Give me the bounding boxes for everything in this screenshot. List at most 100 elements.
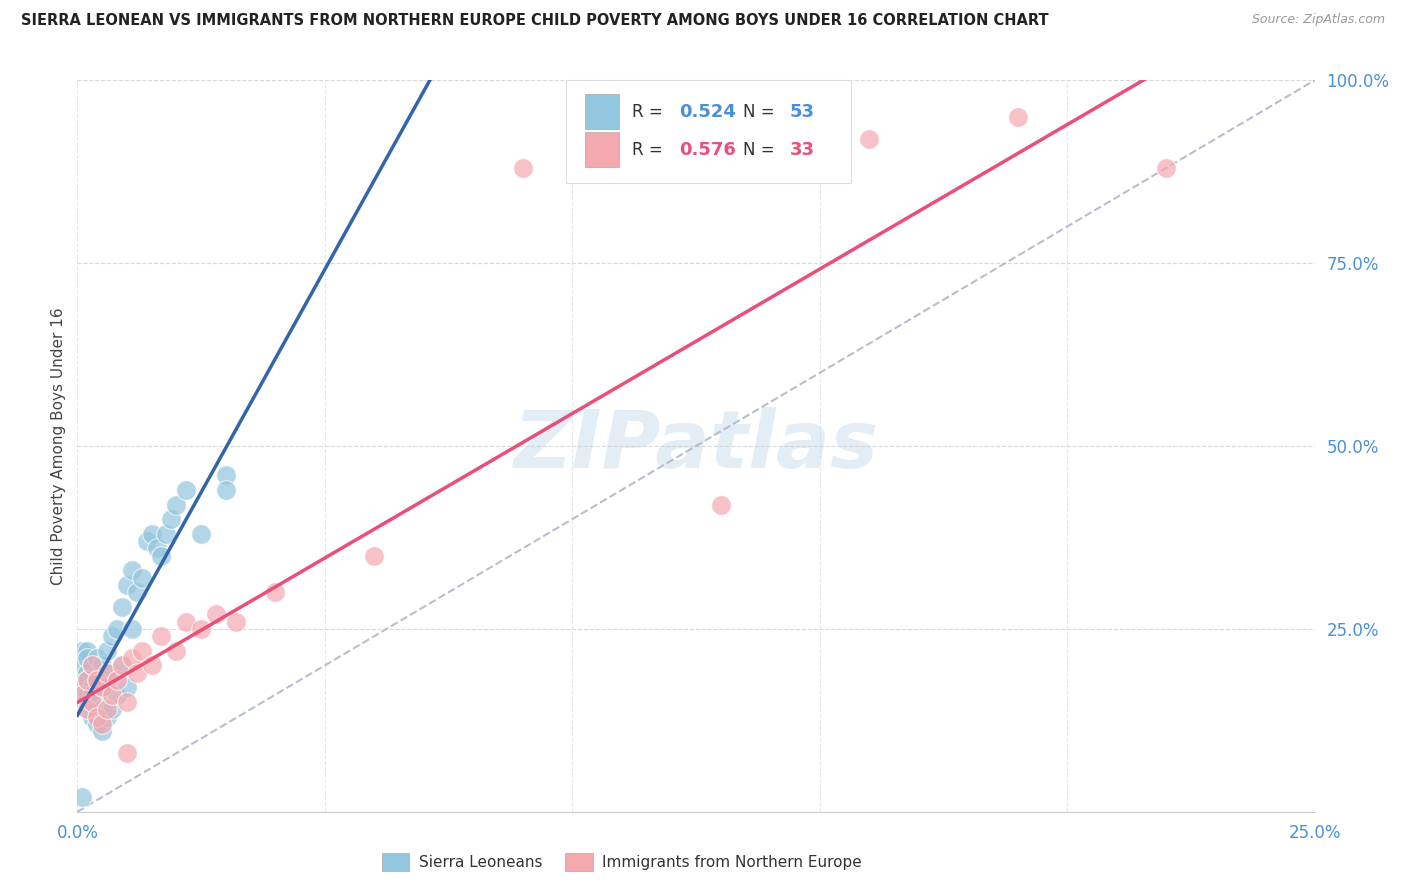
- Point: [215, 483, 238, 497]
- Point: [131, 571, 153, 585]
- Point: [82, 709, 104, 723]
- Point: [111, 599, 134, 614]
- Point: [125, 665, 148, 680]
- Y-axis label: Child Poverty Among Boys Under 16: Child Poverty Among Boys Under 16: [51, 307, 66, 585]
- Point: [76, 702, 98, 716]
- Text: 0.524: 0.524: [679, 103, 735, 120]
- Point: [72, 673, 94, 687]
- Point: [215, 468, 238, 483]
- Text: R =: R =: [631, 141, 668, 159]
- Point: [512, 161, 534, 175]
- Point: [96, 709, 118, 723]
- Point: [82, 658, 104, 673]
- Point: [160, 512, 183, 526]
- Point: [72, 695, 94, 709]
- Point: [115, 578, 138, 592]
- Point: [190, 622, 212, 636]
- Point: [150, 549, 173, 563]
- Point: [72, 681, 94, 695]
- Point: [858, 132, 880, 146]
- Point: [76, 673, 98, 687]
- Point: [101, 688, 124, 702]
- Point: [115, 695, 138, 709]
- Point: [91, 702, 114, 716]
- Point: [101, 629, 124, 643]
- Point: [76, 651, 98, 665]
- Point: [96, 665, 118, 680]
- Point: [96, 702, 118, 716]
- Text: 33: 33: [790, 141, 815, 159]
- FancyBboxPatch shape: [585, 95, 619, 129]
- Point: [91, 658, 114, 673]
- Point: [105, 673, 128, 687]
- Point: [710, 498, 733, 512]
- Point: [72, 644, 94, 658]
- Point: [72, 688, 94, 702]
- Point: [86, 702, 108, 716]
- Text: SIERRA LEONEAN VS IMMIGRANTS FROM NORTHERN EUROPE CHILD POVERTY AMONG BOYS UNDER: SIERRA LEONEAN VS IMMIGRANTS FROM NORTHE…: [21, 13, 1049, 29]
- Point: [105, 622, 128, 636]
- Point: [111, 658, 134, 673]
- Point: [86, 717, 108, 731]
- Point: [150, 629, 173, 643]
- Point: [76, 644, 98, 658]
- Point: [205, 607, 228, 622]
- Point: [86, 651, 108, 665]
- Point: [121, 622, 143, 636]
- Point: [86, 673, 108, 687]
- Point: [76, 702, 98, 716]
- Point: [91, 681, 114, 695]
- Point: [125, 585, 148, 599]
- Point: [101, 665, 124, 680]
- Point: [225, 615, 247, 629]
- FancyBboxPatch shape: [585, 132, 619, 168]
- Point: [1007, 110, 1029, 124]
- Point: [141, 658, 163, 673]
- Point: [82, 695, 104, 709]
- Point: [135, 534, 157, 549]
- Point: [72, 790, 94, 805]
- Point: [115, 681, 138, 695]
- Point: [86, 688, 108, 702]
- Point: [91, 724, 114, 739]
- Point: [190, 526, 212, 541]
- Point: [82, 695, 104, 709]
- Point: [174, 615, 197, 629]
- Point: [72, 658, 94, 673]
- Text: R =: R =: [631, 103, 668, 120]
- Point: [76, 673, 98, 687]
- Point: [121, 563, 143, 577]
- Point: [105, 688, 128, 702]
- Point: [86, 673, 108, 687]
- Point: [115, 746, 138, 760]
- Point: [264, 585, 287, 599]
- Text: N =: N =: [742, 103, 780, 120]
- Legend: Sierra Leoneans, Immigrants from Northern Europe: Sierra Leoneans, Immigrants from Norther…: [375, 847, 868, 877]
- Point: [96, 673, 118, 687]
- Point: [96, 644, 118, 658]
- Point: [174, 483, 197, 497]
- Point: [165, 644, 187, 658]
- Text: Source: ZipAtlas.com: Source: ZipAtlas.com: [1251, 13, 1385, 27]
- Point: [141, 526, 163, 541]
- Point: [121, 651, 143, 665]
- FancyBboxPatch shape: [567, 80, 851, 183]
- Text: 53: 53: [790, 103, 815, 120]
- Point: [101, 702, 124, 716]
- Point: [1154, 161, 1177, 175]
- Point: [91, 681, 114, 695]
- Text: 0.576: 0.576: [679, 141, 735, 159]
- Point: [363, 549, 385, 563]
- Point: [91, 717, 114, 731]
- Point: [76, 665, 98, 680]
- Point: [76, 688, 98, 702]
- Point: [165, 498, 187, 512]
- Point: [82, 658, 104, 673]
- Point: [82, 681, 104, 695]
- Point: [131, 644, 153, 658]
- Point: [155, 526, 177, 541]
- Text: N =: N =: [742, 141, 780, 159]
- Point: [82, 688, 104, 702]
- Point: [145, 541, 167, 556]
- Point: [111, 658, 134, 673]
